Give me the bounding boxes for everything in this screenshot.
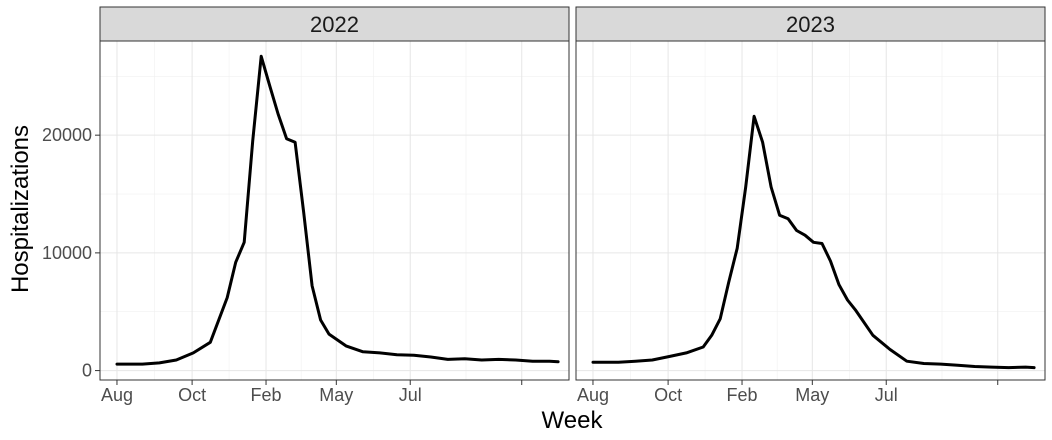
x-tick-label: May (795, 385, 829, 405)
series-line (115, 54, 560, 366)
panel-background (576, 41, 1045, 380)
x-tick-label: Feb (727, 385, 758, 405)
y-tick-label: 10000 (42, 243, 92, 263)
facet-strip (575, 6, 1046, 42)
x-tick-label: Feb (251, 385, 282, 405)
x-tick-label: Aug (577, 385, 609, 405)
facet-strip-label: 2023 (786, 12, 835, 37)
x-tick-label: Jul (875, 385, 898, 405)
panel-2022: 2022 Aug Oct Feb May Jul (99, 6, 570, 405)
x-tick-label: May (319, 385, 353, 405)
facet-strip (99, 6, 570, 42)
x-tick-label: Oct (654, 385, 682, 405)
panel-border (575, 40, 1046, 381)
y-axis: 0 10000 20000 (42, 125, 100, 381)
x-tick-label: Jul (399, 385, 422, 405)
x-tick-label: Oct (178, 385, 206, 405)
x-tick-label: Aug (101, 385, 133, 405)
panel-2023: 2023 Aug Oct Feb May Jul (575, 6, 1046, 405)
series-line (591, 114, 1036, 370)
y-axis-title: Hospitalizations (7, 125, 34, 293)
x-axis-title: Week (542, 407, 604, 434)
y-tick-label: 20000 (42, 125, 92, 145)
panels-layer: 2022 Aug Oct Feb May Jul 2023 Aug Oct Feb May Jul (99, 6, 1046, 405)
facet-strip-label: 2022 (310, 12, 359, 37)
y-tick-label: 0 (82, 361, 92, 381)
panel-background (100, 41, 569, 380)
panel-border (99, 40, 570, 381)
